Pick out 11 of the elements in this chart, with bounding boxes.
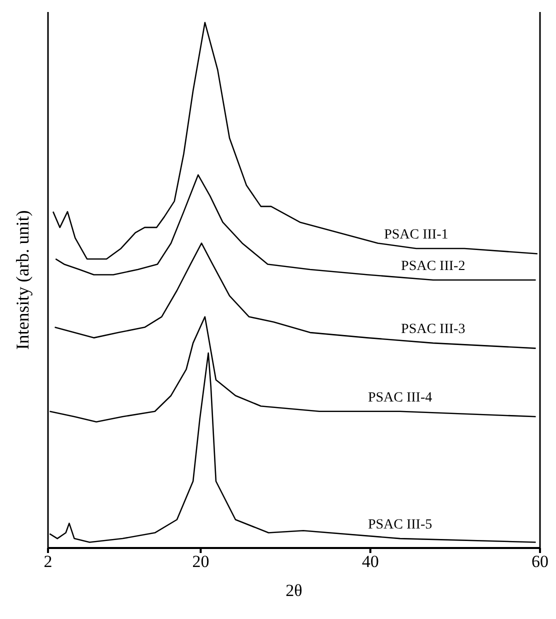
x-tick-label: 2 xyxy=(44,552,52,572)
series-label: PSAC III-3 xyxy=(401,322,466,338)
series-label: PSAC III-4 xyxy=(368,390,432,406)
x-tick-label: 40 xyxy=(362,552,379,572)
x-tick-label: 20 xyxy=(192,552,210,572)
y-axis-title: Intensity (arb. unit) xyxy=(12,210,32,350)
series-label: PSAC III-5 xyxy=(368,518,432,533)
series-label: PSAC III-2 xyxy=(401,259,466,274)
x-tick-label: 60 xyxy=(532,552,548,572)
x-axis-title: 2θ xyxy=(286,581,302,600)
series-label: PSAC III-1 xyxy=(384,227,448,242)
